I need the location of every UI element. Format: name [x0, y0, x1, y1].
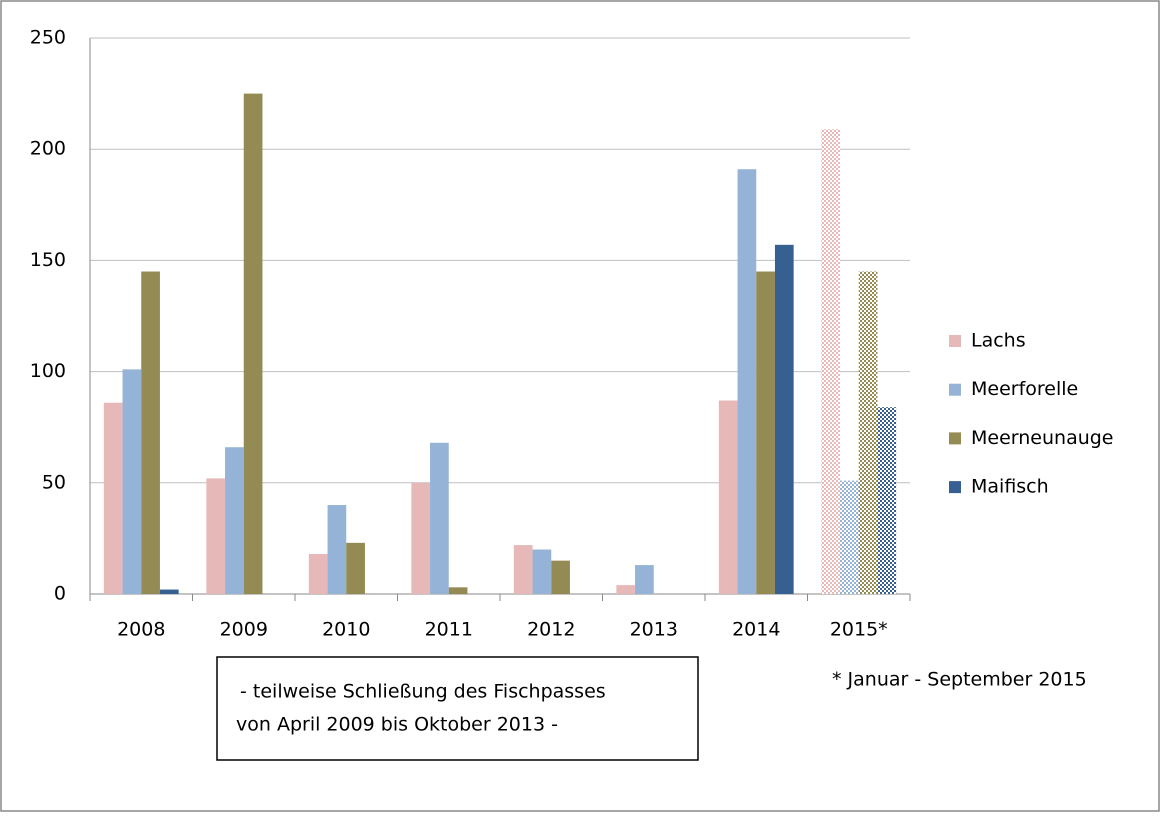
bar [858, 271, 878, 594]
annotation-box [216, 656, 699, 761]
y-tick-label: 0 [54, 583, 66, 605]
bar [877, 407, 897, 594]
bar [411, 482, 431, 594]
bar [821, 129, 841, 594]
bar [616, 585, 636, 594]
bar [122, 369, 142, 594]
bar [243, 93, 263, 594]
x-tick-label: 2011 [425, 619, 473, 641]
bar [327, 505, 347, 594]
y-tick-label: 250 [30, 27, 66, 49]
bar [513, 545, 533, 594]
y-tick-label: 150 [30, 249, 66, 271]
bar [103, 402, 123, 594]
bar [635, 565, 654, 594]
annotation: - teilweise Schließung des Fischpasses [240, 681, 606, 703]
bar [718, 400, 738, 594]
legend-swatch [949, 432, 961, 445]
legend-swatch [949, 383, 961, 396]
y-tick-label: 50 [42, 471, 66, 493]
bar [840, 480, 859, 594]
x-tick-label: 2015* [830, 619, 888, 641]
x-tick-label: 2008 [117, 619, 165, 641]
bar [532, 549, 552, 594]
legend-label: Lachs [971, 330, 1026, 352]
legend-swatch [949, 481, 961, 494]
bar [756, 271, 775, 594]
x-tick-label: 2013 [630, 619, 678, 641]
x-tick-label: 2014 [732, 619, 780, 641]
bar [430, 442, 449, 594]
legend-label: Meerneunauge [971, 427, 1114, 449]
legend-label: Maifisch [971, 476, 1049, 498]
bar [141, 271, 160, 594]
legend-label: Meerforelle [971, 378, 1078, 400]
footnote: * Januar - September 2015 [832, 669, 1087, 691]
legend-swatch [949, 335, 961, 347]
bar [551, 560, 570, 594]
bar [448, 587, 468, 594]
annotation: von April 2009 bis Oktober 2013 - [236, 714, 558, 736]
y-tick-label: 100 [30, 360, 66, 382]
x-tick-label: 2012 [527, 619, 575, 641]
bar [737, 169, 757, 594]
bar [206, 478, 226, 594]
bar [774, 244, 794, 594]
bar [308, 553, 328, 594]
bar [159, 589, 179, 594]
x-tick-label: 2009 [220, 619, 268, 641]
x-tick-label: 2010 [322, 619, 370, 641]
y-tick-label: 200 [30, 138, 66, 160]
bar [346, 542, 365, 594]
bar [225, 447, 244, 594]
